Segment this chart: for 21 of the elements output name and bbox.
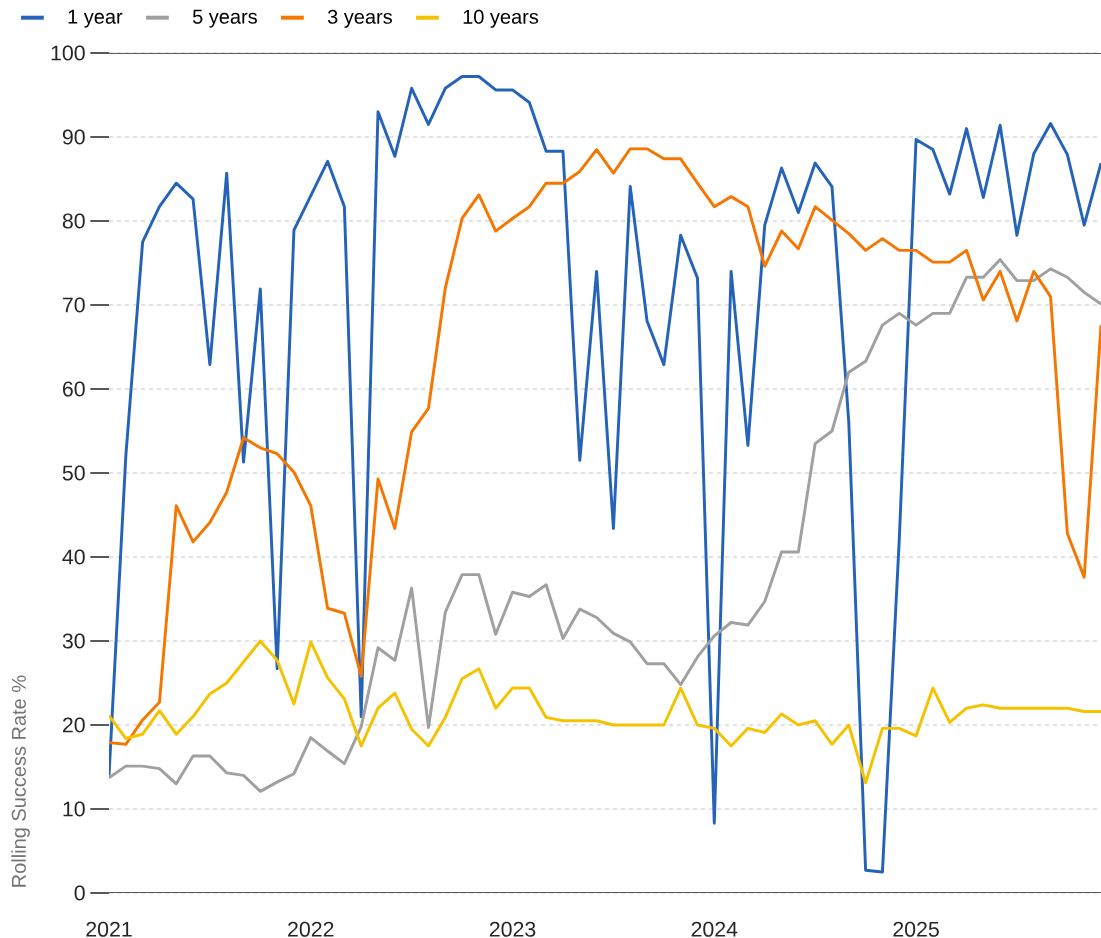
y-tick-label: 50 [62, 465, 85, 481]
x-tick-label: 2024 [691, 921, 738, 937]
x-tick-label: 2022 [288, 921, 334, 937]
legend-label: 5 years [192, 9, 257, 28]
y-tick-label: 30 [62, 633, 85, 649]
x-tick-label: 2025 [893, 921, 939, 937]
y-tick-label: 90 [62, 129, 85, 145]
x-tick-label: 2021 [86, 921, 132, 937]
y-tick-label: 100 [51, 45, 85, 61]
y-tick-label: 70 [62, 297, 85, 313]
y-tick-label: 60 [62, 381, 85, 397]
legend-label: 10 years [463, 9, 539, 28]
y-tick-label: 40 [62, 549, 85, 565]
y-tick-label: 80 [62, 213, 85, 229]
y-axis-title: Rolling Success Rate % [11, 675, 30, 887]
y-tick-label: 20 [62, 717, 85, 733]
x-tick-label: 2023 [489, 921, 536, 937]
y-tick-label: 10 [63, 801, 85, 817]
legend-label: 1 year [68, 9, 123, 28]
y-tick-label: 0 [74, 885, 85, 901]
legend-label: 3 years [327, 9, 392, 28]
